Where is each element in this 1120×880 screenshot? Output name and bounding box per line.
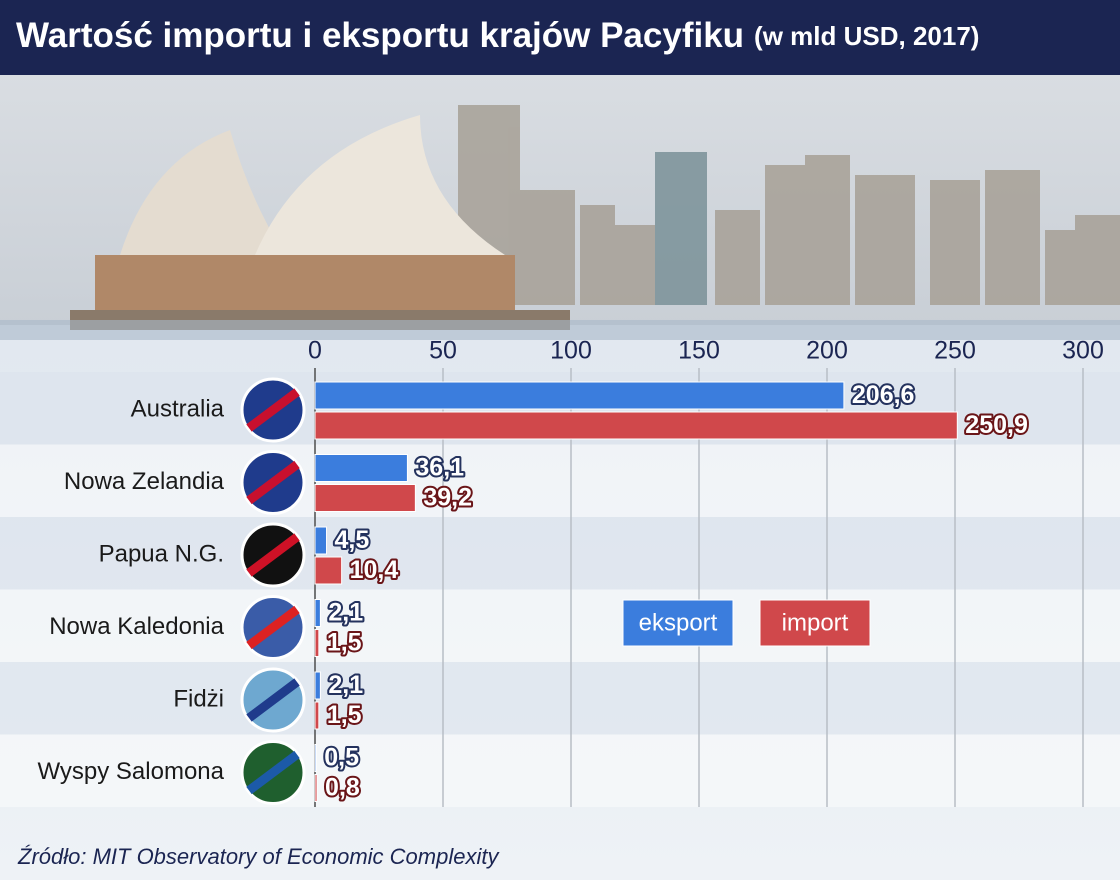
flag-detail xyxy=(246,388,300,432)
x-tick-label: 0 xyxy=(308,337,322,365)
legend-label: import xyxy=(782,609,849,636)
value-label: 1,5 xyxy=(327,629,362,657)
bar xyxy=(314,556,343,585)
value-label: 0,8 xyxy=(325,774,360,802)
value-label: 4,5 xyxy=(335,526,370,554)
chart-title: Wartość importu i eksportu krajów Pacyfi… xyxy=(16,16,744,55)
value-label: 206,6 xyxy=(852,381,915,409)
row-band xyxy=(0,444,1120,517)
header-bar xyxy=(0,0,1120,75)
x-tick-label: 50 xyxy=(429,337,457,365)
x-tick-label: 200 xyxy=(806,337,848,365)
legend-swatch xyxy=(622,599,734,647)
chart-subtitle: (w mld USD, 2017) xyxy=(754,21,979,51)
row-band xyxy=(0,517,1120,590)
category-label: Nowa Kaledonia xyxy=(49,613,224,640)
bar xyxy=(314,484,416,512)
bar xyxy=(314,701,320,730)
bar xyxy=(314,774,318,802)
bar xyxy=(314,411,958,440)
x-tick-label: 250 xyxy=(934,337,976,365)
bar xyxy=(314,454,408,482)
value-label: 39,2 xyxy=(423,484,472,512)
category-label: Wyspy Salomona xyxy=(37,758,224,785)
bar xyxy=(314,629,320,657)
flag-detail xyxy=(246,605,300,650)
plot: 0 50 100 150 200 250 300 Australia 206,6 250,9 Now… xyxy=(0,337,1120,807)
bar xyxy=(314,526,328,555)
flag-detail xyxy=(246,750,300,795)
category-label: Australia xyxy=(131,395,225,422)
bar xyxy=(314,381,845,410)
x-tick-label: 100 xyxy=(550,337,592,365)
value-label: 0,5 xyxy=(324,744,359,772)
value-label: 1,5 xyxy=(327,701,362,729)
legend-swatch xyxy=(759,599,871,647)
opera-house xyxy=(70,115,570,330)
bar xyxy=(314,671,321,700)
value-label: 250,9 xyxy=(965,411,1028,439)
x-tick-label: 150 xyxy=(678,337,720,365)
row-band xyxy=(0,734,1120,807)
flag-detail xyxy=(246,533,300,577)
bar xyxy=(314,744,317,772)
bar xyxy=(314,599,321,627)
row-band xyxy=(0,662,1120,735)
flag-detail xyxy=(246,678,300,722)
skyline xyxy=(458,105,1120,305)
harbour-water xyxy=(0,320,1120,340)
category-label: Nowa Zelandia xyxy=(64,468,225,495)
flag-detail xyxy=(246,460,300,505)
value-label: 10,4 xyxy=(350,556,399,584)
legend-label: eksport xyxy=(639,609,718,636)
x-tick-label: 300 xyxy=(1062,337,1104,365)
title: Wartość importu i eksportu krajów Pacyfi… xyxy=(16,16,979,55)
category-label: Fidżi xyxy=(173,685,224,712)
value-label: 36,1 xyxy=(415,454,464,482)
source: Źródło: MIT Observatory of Economic Comp… xyxy=(17,844,500,869)
row-band xyxy=(0,589,1120,662)
value-label: 2,1 xyxy=(328,599,363,627)
value-label: 2,1 xyxy=(328,671,363,699)
category-label: Papua N.G. xyxy=(99,540,224,567)
